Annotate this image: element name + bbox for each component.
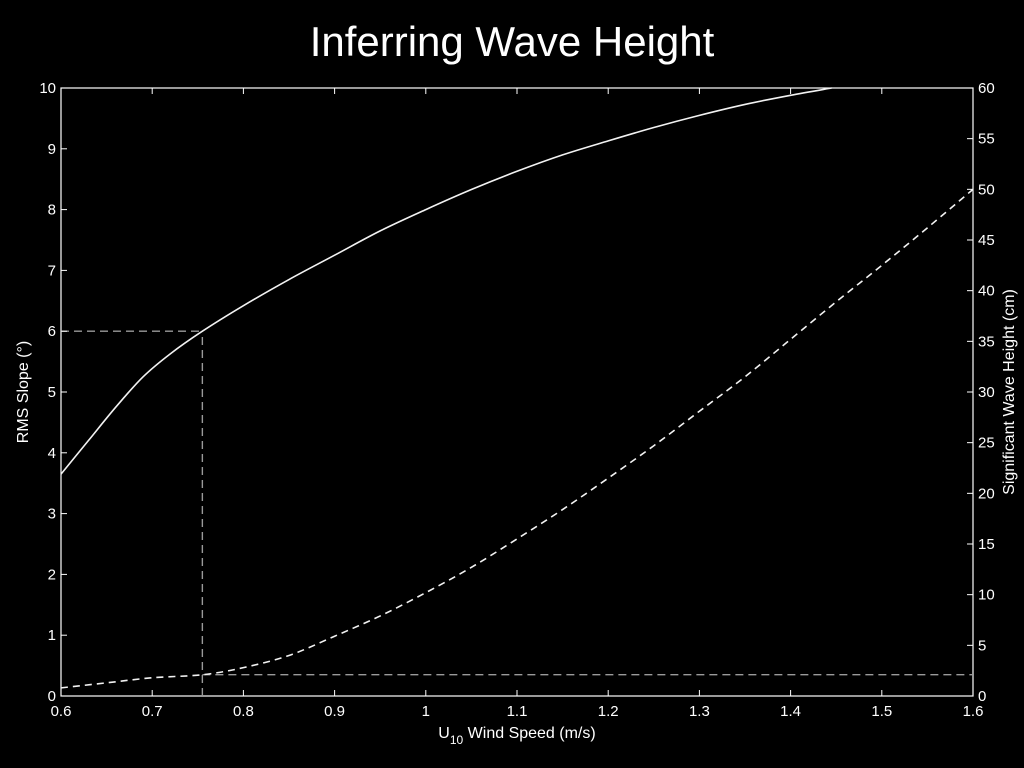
x-tick-label: 1.3 [689,703,710,720]
tick-layer: 0.6 0.7 0.8 0.9 1 1.1 1.2 1.3 1.4 1.5 1.6012345678… [39,80,994,720]
y-left-tick-label: 10 [39,80,56,97]
y-right-tick-label: 40 [978,283,995,300]
y-right-tick-label: 60 [978,80,995,97]
y-left-tick-label: 0 [48,688,56,705]
y-right-tick-label: 0 [978,688,986,705]
series-layer [60,87,974,689]
x-tick-label: 0.6 [51,703,72,720]
x-tick-label: 0.8 [233,703,254,720]
x-tick-label: 1.6 [963,703,984,720]
x-tick-label: 1.4 [780,703,801,720]
x-tick-label: 0.7 [142,703,163,720]
plot-frame [60,87,974,697]
y-right-tick-label: 5 [978,637,986,654]
y-left-tick-label: 9 [48,141,56,158]
y-right-tick-label: 30 [978,384,995,401]
y-right-tick-label: 55 [978,131,995,148]
y-right-tick-label: 45 [978,232,995,249]
x-axis-label-main: U [438,725,450,742]
y-right-tick-label: 25 [978,435,995,452]
rms-slope-line [60,87,832,475]
y-left-tick-label: 1 [48,627,56,644]
wave-height-line [60,188,974,689]
y-left-tick-label: 8 [48,202,56,219]
y-right-tick-label: 50 [978,181,995,198]
y-left-tick-label: 3 [48,506,56,523]
y-right-tick-label: 35 [978,333,995,350]
y-left-tick-label: 2 [48,566,56,583]
x-axis-label-subscript: 10 [450,733,464,747]
y-axis-label-right: Significant Wave Height (cm) [1001,289,1018,495]
x-tick-label: 1.5 [871,703,892,720]
y-left-tick-label: 6 [48,323,56,340]
y-right-tick-label: 10 [978,587,995,604]
reference-lines [61,330,973,696]
y-left-tick-label: 5 [48,384,56,401]
y-left-tick-label: 4 [48,445,56,462]
x-tick-label: 1 [422,703,430,720]
x-axis-label: U10 Wind Speed (m/s) [438,725,595,747]
chart-title: Inferring Wave Height [309,18,715,65]
y-left-tick-label: 7 [48,262,56,279]
x-tick-label: 0.9 [324,703,345,720]
x-tick-label: 1.2 [598,703,619,720]
y-axis-label-left: RMS Slope (°) [15,341,32,443]
y-right-tick-label: 15 [978,536,995,553]
x-tick-label: 1.1 [507,703,528,720]
x-axis-label-rest: Wind Speed (m/s) [463,725,595,742]
y-right-tick-label: 20 [978,485,995,502]
